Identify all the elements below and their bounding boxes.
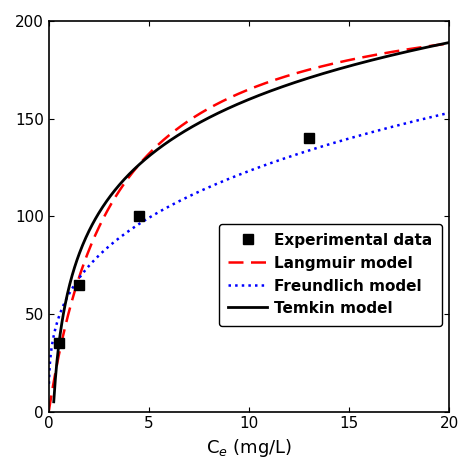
Experimental data [136, 213, 142, 219]
Langmuir model [284, 73, 290, 79]
Experimental data [306, 136, 312, 141]
Freundlich model [46, 381, 52, 387]
Temkin model [394, 51, 400, 57]
Freundlich model [284, 155, 290, 160]
Temkin model [51, 399, 56, 405]
Temkin model [312, 73, 318, 79]
X-axis label: C$_e$ (mg/L): C$_e$ (mg/L) [206, 437, 292, 459]
Langmuir model [437, 42, 443, 47]
Temkin model [309, 74, 314, 80]
Temkin model [447, 40, 452, 46]
Temkin model [334, 67, 340, 73]
Langmuir model [374, 52, 380, 57]
Freundlich model [374, 128, 380, 134]
Langmuir model [239, 90, 245, 95]
Line: Experimental data: Experimental data [54, 133, 314, 348]
Freundlich model [239, 171, 245, 177]
Freundlich model [263, 162, 268, 168]
Temkin model [386, 53, 392, 59]
Legend: Experimental data, Langmuir model, Freundlich model, Temkin model: Experimental data, Langmuir model, Freun… [219, 224, 442, 326]
Temkin model [296, 78, 302, 84]
Freundlich model [447, 110, 452, 116]
Langmuir model [447, 40, 452, 46]
Freundlich model [437, 112, 443, 118]
Experimental data [76, 282, 82, 288]
Langmuir model [236, 91, 242, 96]
Langmuir model [46, 408, 52, 413]
Line: Freundlich model: Freundlich model [49, 113, 449, 384]
Line: Temkin model: Temkin model [54, 43, 449, 402]
Line: Langmuir model: Langmuir model [49, 43, 449, 410]
Freundlich model [236, 172, 242, 178]
Experimental data [56, 340, 62, 346]
Langmuir model [263, 80, 268, 86]
